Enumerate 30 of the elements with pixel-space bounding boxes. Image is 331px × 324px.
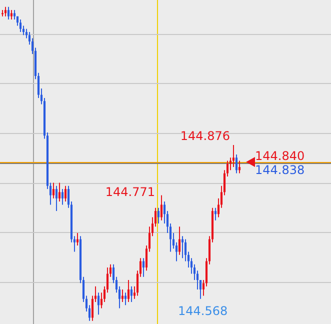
candlestick (64, 185, 67, 202)
candlestick (127, 280, 130, 303)
annotation: 144.568 (178, 304, 228, 318)
candlestick (238, 160, 241, 174)
candlestick (4, 6, 7, 17)
candlestick (232, 144, 235, 168)
candlestick (130, 286, 133, 303)
candlestick (10, 10, 13, 20)
candlestick (19, 18, 22, 33)
candlestick (157, 207, 160, 224)
candlestick (142, 258, 145, 278)
candlestick (58, 182, 61, 202)
candlestick (121, 288, 124, 303)
candlestick (214, 207, 217, 221)
candlestick (61, 188, 64, 206)
candlestick (13, 10, 16, 20)
annotation: 144.771 (105, 185, 155, 200)
candlestick (52, 182, 55, 199)
annotation: 144.876 (180, 129, 230, 144)
candlestick (181, 236, 184, 259)
candlestick (76, 232, 79, 246)
candlestick (178, 226, 181, 256)
candlestick (7, 6, 10, 20)
candlestick (55, 185, 58, 212)
candlestick (160, 194, 163, 221)
text: 144.840 (255, 149, 305, 164)
candlestick (235, 154, 238, 174)
text: 144.838 (255, 163, 305, 178)
candlestick (124, 292, 127, 306)
candlestick (97, 292, 100, 316)
